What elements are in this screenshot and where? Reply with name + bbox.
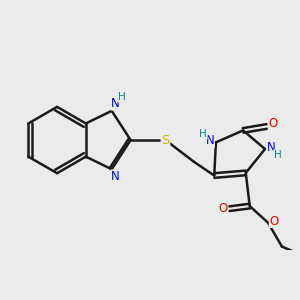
Text: H: H	[274, 150, 281, 160]
Text: O: O	[269, 214, 279, 227]
Text: N: N	[206, 134, 214, 147]
Text: N: N	[111, 170, 120, 183]
Text: O: O	[268, 117, 278, 130]
Text: N: N	[111, 97, 120, 110]
Text: H: H	[200, 129, 207, 139]
Text: H: H	[118, 92, 125, 102]
Text: N: N	[267, 141, 275, 154]
Text: S: S	[161, 134, 169, 146]
Text: O: O	[219, 202, 228, 215]
